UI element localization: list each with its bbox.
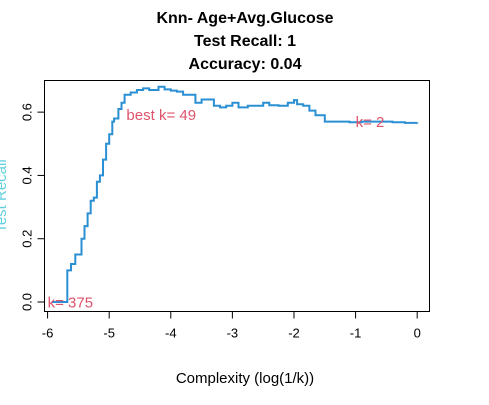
chart-title-line-1: Knn- Age+Avg.Glucose — [156, 10, 333, 27]
x-tick-label: -1 — [350, 326, 362, 341]
annotation-layer: best k= 49 k= 2 k= 375 — [48, 107, 385, 311]
x-axis: -6 -5 -4 -3 -2 -1 0 — [42, 312, 421, 341]
annotation-label: k= 2 — [356, 114, 385, 131]
x-tick-label: -3 — [227, 326, 239, 341]
y-tick-label: 0.0 — [20, 293, 35, 311]
x-tick-label: 0 — [414, 326, 421, 341]
y-axis: 0.0 0.2 0.4 0.6 — [20, 103, 45, 311]
y-tick-label: 0.6 — [20, 103, 35, 121]
chart-title-line-3: Accuracy: 0.04 — [189, 56, 302, 73]
y-tick-label: 0.2 — [20, 230, 35, 248]
annotation-label: best k= 49 — [126, 107, 196, 124]
y-tick-label: 0.4 — [20, 166, 35, 184]
annotation-label: k= 375 — [48, 294, 93, 311]
x-tick-label: -6 — [42, 326, 54, 341]
chart-title: Knn- Age+Avg.Glucose Test Recall: 1 Accu… — [156, 10, 333, 73]
chart-title-line-2: Test Recall: 1 — [194, 33, 296, 50]
y-axis-label: Test Recall — [0, 159, 10, 232]
x-tick-label: -2 — [288, 326, 300, 341]
x-tick-label: -4 — [165, 326, 177, 341]
x-tick-label: -5 — [103, 326, 115, 341]
x-axis-label: Complexity (log(1/k)) — [176, 370, 314, 387]
